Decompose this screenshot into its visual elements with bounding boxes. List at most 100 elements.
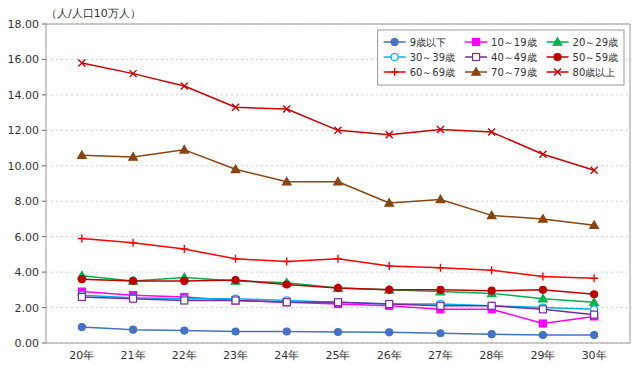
point [130,326,137,333]
series [78,59,597,173]
point [283,299,290,306]
point [539,286,546,293]
point [488,129,495,136]
point [130,294,137,301]
y-tick-label: 16.00 [8,53,40,66]
y-tick-label: 18.00 [8,18,40,31]
point [488,331,495,338]
point [437,126,444,133]
point [539,306,546,313]
x-tick-label: 28年 [479,349,504,362]
point [488,266,496,274]
point [78,151,87,159]
y-tick-label: 0.00 [15,337,40,350]
y-tick-label: 4.00 [15,266,40,279]
point [539,151,546,158]
y-tick [42,236,46,237]
point [283,106,290,113]
point [181,327,188,334]
grid-line [46,236,630,237]
x-tick-label: 23年 [223,349,248,362]
series-line [82,150,594,225]
legend-label: 10～19歳 [491,37,536,48]
series-line [82,297,594,315]
legend-marker [473,54,480,61]
grid-line [46,165,630,166]
series [78,293,597,318]
point [180,146,189,154]
point [436,287,445,295]
point [590,298,599,306]
point [78,293,85,300]
point [488,302,495,309]
point [282,177,291,185]
point [335,299,342,306]
x-tick-label: 24年 [274,349,299,362]
point [436,195,445,203]
y-tick-label: 8.00 [15,195,40,208]
grid-line [46,272,630,273]
point [232,328,239,335]
point [231,165,240,173]
point [335,299,342,306]
legend-marker [472,68,481,76]
plot-data [78,59,599,338]
y-tick [42,343,46,344]
y-tick [42,94,46,95]
series-line [82,327,594,335]
grid [46,24,630,343]
y-tick-label: 6.00 [15,231,40,244]
legend-label: 40～49歳 [491,52,536,63]
point [590,274,598,282]
x-tick-label: 20年 [69,349,94,362]
legend-marker [391,39,398,46]
legend-marker [473,39,480,46]
point [283,281,290,288]
x-tick-label: 21年 [121,349,146,362]
point [386,286,393,293]
x-tick-label: 30年 [582,349,607,362]
point [591,332,598,339]
y-tick [42,59,46,60]
series [78,234,598,282]
legend-label: 9歳以下 [410,37,446,48]
series [78,324,597,339]
point [129,153,138,161]
point [130,295,137,302]
y-tick-label: 2.00 [15,302,40,315]
point [437,302,444,309]
point [232,297,239,304]
point [180,245,188,253]
point [231,277,240,285]
point [335,285,342,292]
y-tick [42,307,46,308]
y-tick [42,24,46,25]
point [334,255,342,263]
point [539,215,548,223]
y-tick-label: 10.00 [8,160,40,173]
y-tick [42,165,46,166]
point [181,277,188,284]
point [591,167,598,174]
legend: 9歳以下10～19歳20～29歳30～39歳40～49歳50～59歳60～69歳… [378,30,624,85]
point [437,330,444,337]
point [591,291,598,298]
point [385,286,394,294]
y-axis-label: （人/人口10万人） [46,7,141,20]
grid-line [46,94,630,95]
point [386,301,393,308]
point [78,59,85,66]
point [78,324,85,331]
legend-marker [553,38,562,46]
legend-label: 20～29歳 [573,37,618,48]
legend-marker [391,68,399,76]
y-tick-label: 14.00 [8,89,40,102]
point [386,301,393,308]
point [335,329,342,336]
legend-marker [554,69,561,76]
point [283,299,290,306]
legend-label: 50～59歳 [573,52,618,63]
axes: 0.002.004.006.008.0010.0012.0014.0016.00… [8,18,631,362]
legend-label: 30～39歳 [410,52,455,63]
grid-line [46,201,630,202]
